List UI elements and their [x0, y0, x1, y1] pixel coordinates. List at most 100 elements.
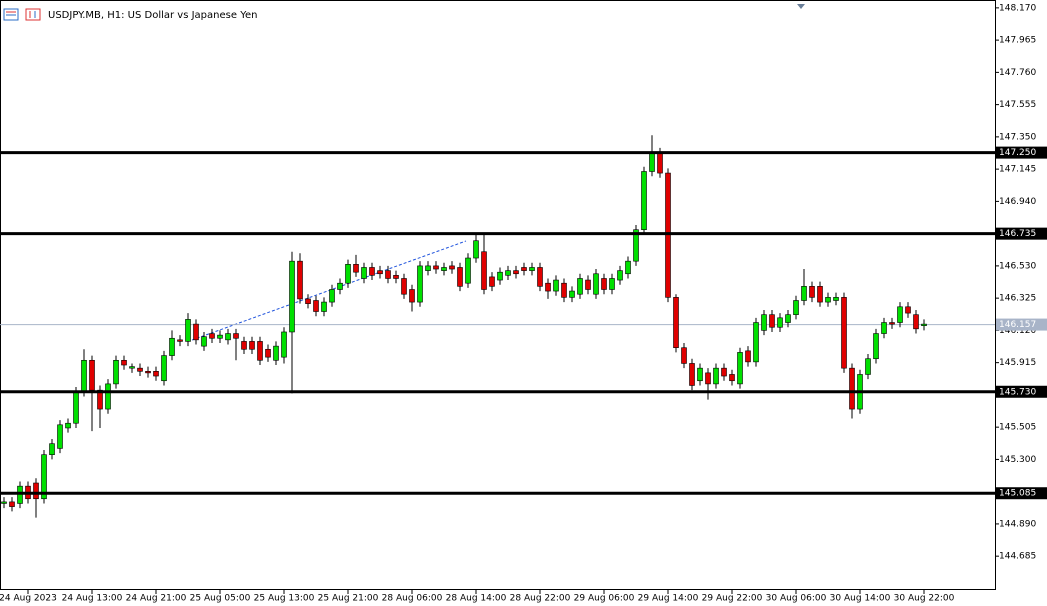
candle-body	[577, 278, 583, 295]
y-tick-label: 147.555	[999, 100, 1036, 110]
candle-body	[241, 341, 247, 350]
candle-body	[745, 350, 751, 363]
candle-body	[273, 345, 279, 361]
candle-body	[681, 347, 687, 364]
candle-body	[593, 273, 599, 295]
x-tick-label: 24 Aug 21:00	[126, 594, 187, 604]
candle-body	[49, 443, 55, 455]
candle-body	[65, 422, 71, 429]
x-tick-label: 28 Aug 14:00	[446, 594, 507, 604]
candle-body	[1, 501, 7, 504]
candle-body	[545, 282, 551, 292]
candle-body	[825, 297, 831, 303]
candle-body	[497, 271, 503, 281]
x-tick-label: 24 Aug 2023	[0, 594, 57, 604]
candle-body	[409, 289, 415, 303]
x-tick-label: 29 Aug 06:00	[574, 594, 635, 604]
candle-body	[137, 367, 143, 372]
candle-body	[249, 341, 255, 350]
candle-body	[785, 314, 791, 323]
y-tick-label: 147.760	[999, 68, 1036, 78]
candle-body	[689, 363, 695, 386]
candle-body	[329, 289, 335, 303]
level-line-label: 147.250	[999, 148, 1036, 158]
candle-body	[297, 260, 303, 300]
candle-body	[649, 152, 655, 172]
candle-body	[9, 501, 15, 507]
current-price-line-label: 146.157	[999, 320, 1036, 330]
x-tick-label: 24 Aug 13:00	[62, 594, 123, 604]
candle-body	[889, 322, 895, 325]
candle-body	[385, 270, 391, 279]
candle-body	[225, 333, 231, 341]
candle-body	[41, 454, 47, 500]
y-tick-label: 146.325	[999, 294, 1036, 304]
candle-body	[553, 279, 559, 292]
candle-body	[817, 286, 823, 303]
y-tick-label: 146.940	[999, 197, 1036, 207]
plot-frame	[0, 0, 996, 590]
x-tick-label: 25 Aug 13:00	[254, 594, 315, 604]
y-tick-label: 147.350	[999, 132, 1036, 142]
x-tick-label: 25 Aug 21:00	[318, 594, 379, 604]
candle-body	[457, 267, 463, 287]
candle-body	[657, 152, 663, 174]
candle-body	[881, 322, 887, 334]
candle-body	[537, 267, 543, 287]
candle-body	[401, 278, 407, 295]
candle-body	[393, 275, 399, 279]
candle-body	[161, 355, 167, 382]
candle-body	[81, 359, 87, 393]
candle-body	[609, 278, 615, 290]
candle-body	[113, 359, 119, 385]
candle-body	[33, 482, 39, 500]
candle-body	[921, 323, 927, 326]
candle-body	[625, 260, 631, 275]
candle-body	[521, 267, 527, 271]
y-tick-label: 146.530	[999, 261, 1036, 271]
level-line-box	[996, 487, 1047, 500]
candle-body	[305, 298, 311, 304]
candle-body	[209, 333, 215, 339]
candle-body	[489, 276, 495, 287]
level-line-label: 145.730	[999, 387, 1036, 397]
candle-body	[641, 171, 647, 231]
candle-body	[337, 282, 343, 290]
candle-body	[617, 270, 623, 281]
x-tick-label: 25 Aug 05:00	[190, 594, 251, 604]
level-line-label: 146.735	[999, 229, 1036, 239]
candle-body	[633, 229, 639, 262]
candle-body	[561, 282, 567, 298]
candle-body	[793, 300, 799, 315]
y-tick-label: 144.890	[999, 519, 1036, 529]
candle-body	[433, 265, 439, 270]
candle-body	[705, 372, 711, 385]
candle-body	[73, 391, 79, 424]
candle-body	[481, 251, 487, 290]
x-tick-label: 30 Aug 22:00	[894, 594, 955, 604]
chart-title: USDJPY.MB, H1: US Dollar vs Japanese Yen	[48, 10, 257, 21]
y-tick-label: 148.170	[999, 3, 1036, 13]
candle-body	[425, 265, 431, 271]
candle-body	[265, 348, 271, 358]
candle-body	[145, 371, 151, 374]
x-tick-label: 29 Aug 22:00	[702, 594, 763, 604]
candle-body	[665, 172, 671, 298]
candle-body	[185, 319, 191, 342]
candle-body	[841, 297, 847, 369]
level-line-box	[996, 146, 1047, 159]
candle-body	[169, 337, 175, 356]
candle-body	[417, 265, 423, 303]
y-tick-label: 147.965	[999, 36, 1036, 46]
candle-body	[569, 290, 575, 298]
candle-body	[193, 323, 199, 341]
candle-body	[673, 297, 679, 349]
candle-body	[729, 374, 735, 382]
icon	[25, 8, 41, 21]
candle-body	[865, 358, 871, 375]
candle-body	[721, 367, 727, 377]
candle-body	[313, 300, 319, 312]
candle-body	[905, 306, 911, 314]
x-tick-label: 30 Aug 14:00	[830, 594, 891, 604]
